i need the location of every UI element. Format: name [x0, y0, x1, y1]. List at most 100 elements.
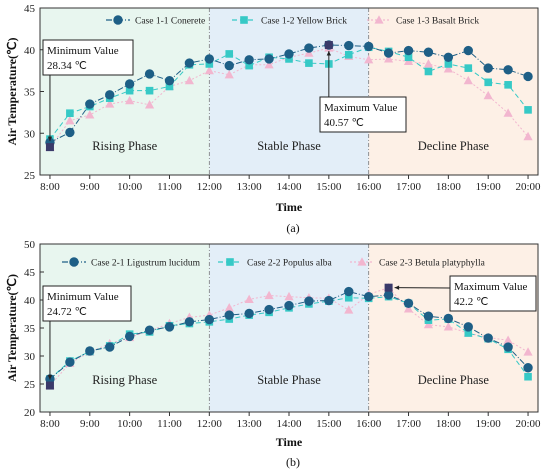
legend-marker	[374, 15, 384, 24]
phase-label: Decline Phase	[418, 373, 490, 387]
y-tick-label: 45	[24, 3, 36, 15]
data-point	[304, 296, 314, 306]
legend-marker	[226, 258, 234, 266]
x-tick-label: 11:00	[157, 418, 182, 430]
data-point	[504, 81, 512, 89]
data-point	[105, 99, 115, 108]
y-tick-label: 20	[24, 407, 36, 419]
annotation-arrowhead	[47, 375, 53, 380]
data-point	[463, 322, 473, 332]
data-point	[85, 110, 95, 119]
legend-label: Case 1-2 Yellow Brick	[261, 17, 347, 27]
annotation-maximum: Maximum Value 40.57 ℃	[319, 40, 407, 133]
y-tick-label: 25	[24, 379, 36, 391]
data-point	[483, 333, 493, 343]
annotation-text: 42.2 ℃	[454, 296, 488, 308]
legend: Case 1-1 Conerete Case 1-2 Yellow Brick Ca…	[106, 15, 479, 27]
x-tick-label: 8:00	[40, 418, 60, 430]
data-point	[284, 49, 294, 59]
x-tick-label: 18:00	[436, 418, 462, 430]
data-point	[384, 54, 394, 63]
data-point	[423, 311, 434, 321]
legend-label: Case 2-2 Populus alba	[247, 259, 332, 269]
data-point	[264, 290, 274, 300]
data-point	[443, 313, 454, 324]
phase-region	[209, 8, 369, 175]
data-point	[224, 60, 234, 71]
x-axis-title: Time	[276, 435, 303, 449]
phase-region	[368, 244, 538, 412]
data-point	[204, 314, 215, 325]
data-point	[363, 291, 374, 302]
phase-region	[368, 8, 538, 175]
x-tick-label: 16:00	[356, 418, 382, 430]
data-point	[164, 322, 175, 332]
data-point	[523, 363, 533, 373]
data-point	[383, 48, 394, 58]
data-point	[164, 75, 175, 86]
data-point	[464, 64, 473, 72]
legend: Case 2-1 Ligustrum lucidum Case 2-2 Popul…	[62, 257, 486, 269]
annotation-box	[319, 96, 407, 133]
data-point	[65, 127, 75, 138]
y-tick-label: 50	[24, 239, 36, 251]
data-point	[443, 52, 454, 62]
data-point	[523, 347, 533, 356]
legend-marker	[69, 257, 79, 267]
data-point	[524, 106, 532, 114]
x-tick-label: 8:00	[40, 181, 60, 193]
data-point	[344, 293, 353, 302]
data-point	[363, 41, 374, 52]
data-point	[125, 86, 134, 95]
data-point	[503, 108, 513, 117]
data-point	[284, 300, 294, 311]
panel-caption: (a)	[286, 221, 299, 235]
data-point	[245, 61, 253, 70]
data-point	[403, 304, 414, 313]
x-tick-label: 17:00	[396, 181, 422, 193]
annotation-box	[42, 39, 134, 76]
data-point	[503, 342, 513, 352]
annotation-text: 40.57 ℃	[324, 117, 364, 129]
data-point	[324, 295, 334, 306]
legend-marker	[240, 16, 248, 24]
extreme-point-marker	[45, 143, 54, 152]
data-point	[65, 357, 75, 367]
data-point	[403, 45, 414, 56]
x-tick-label: 9:00	[80, 181, 100, 193]
data-point	[404, 53, 413, 62]
data-point	[484, 78, 492, 87]
data-point	[65, 115, 75, 125]
series-1	[45, 40, 533, 148]
x-tick-label: 15:00	[316, 181, 342, 193]
data-point	[184, 75, 194, 85]
data-point	[264, 304, 274, 315]
x-tick-label: 13:00	[237, 181, 263, 193]
data-point	[204, 65, 214, 75]
x-tick-label: 20:00	[516, 418, 542, 430]
data-point	[124, 331, 135, 342]
legend-label: Case 2-3 Betula platyphylla	[379, 259, 486, 269]
data-point	[125, 95, 135, 105]
data-point	[344, 50, 353, 59]
data-point	[66, 109, 74, 118]
x-tick-label: 11:00	[157, 181, 182, 193]
data-point	[344, 305, 354, 314]
annotation-box	[449, 275, 537, 312]
x-tick-label: 10:00	[117, 181, 143, 193]
x-tick-label: 14:00	[276, 181, 302, 193]
data-point	[244, 55, 254, 65]
x-tick-label: 19:00	[476, 181, 502, 193]
x-tick-label: 14:00	[276, 418, 302, 430]
legend-label: Case 1-3 Basalt Brick	[396, 17, 479, 27]
data-point	[264, 59, 274, 69]
phase-label: Stable Phase	[257, 139, 321, 153]
legend-marker	[357, 257, 367, 266]
data-point	[443, 64, 453, 73]
annotation-text: 28.34 ℃	[47, 60, 87, 72]
data-point	[224, 303, 234, 312]
x-tick-label: 9:00	[80, 418, 100, 430]
y-tick-label: 25	[24, 170, 36, 182]
annotation-arrowhead	[394, 285, 400, 290]
